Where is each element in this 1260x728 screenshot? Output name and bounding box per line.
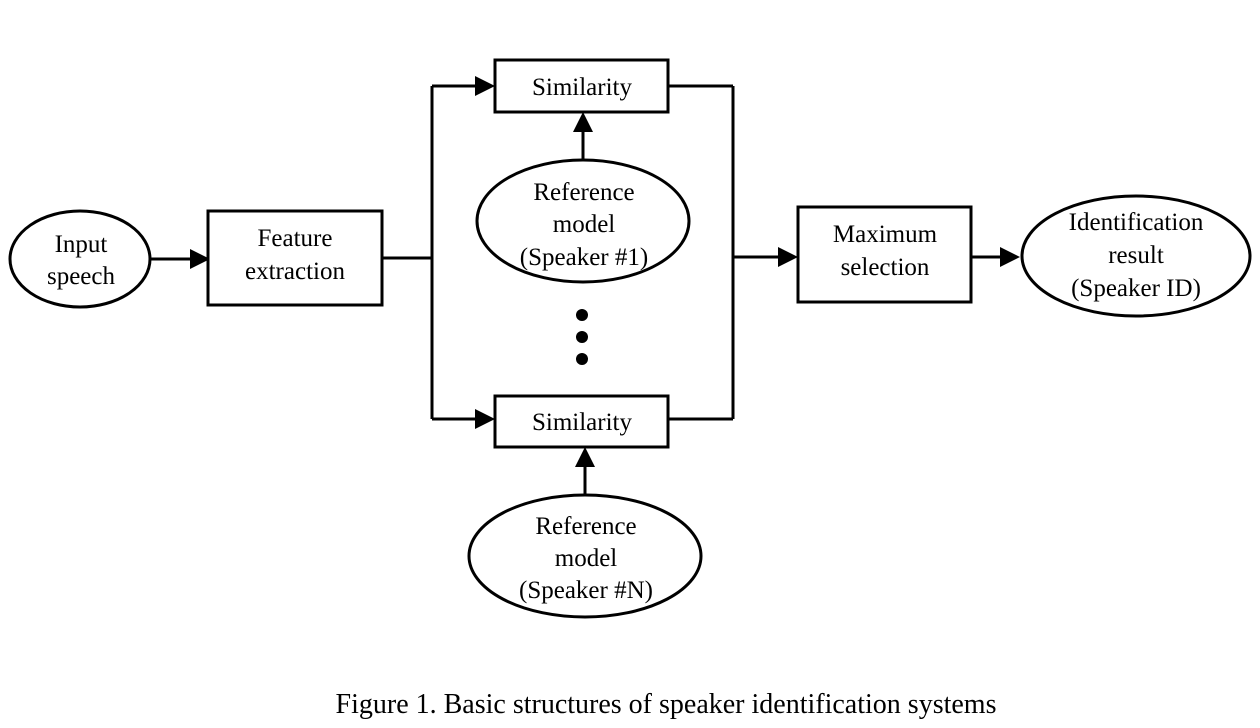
input-speech-node: Input speech	[8, 209, 152, 309]
similarity-n-label: Similarity	[532, 409, 633, 436]
maximum-selection-label-line2: selection	[841, 254, 930, 281]
reference-model-1-node: Reference model (Speaker #1)	[475, 158, 691, 284]
branch-connector-left	[382, 76, 495, 429]
reference-model-n-label-line1: Reference	[535, 513, 636, 540]
identification-result-node: Identification result (Speaker ID)	[1020, 194, 1252, 318]
maximum-selection-node: Maximum selection	[796, 205, 973, 304]
feature-extraction-label-line2: extraction	[245, 258, 345, 285]
arrow-ref1-to-similarity1	[573, 112, 593, 160]
input-speech-label-line1: Input	[55, 231, 108, 258]
reference-model-n-node: Reference model (Speaker #N)	[467, 493, 703, 619]
identification-result-label-line1: Identification	[1069, 209, 1204, 236]
ellipsis-dots	[576, 309, 588, 365]
reference-model-n-label-line3: (Speaker #N)	[519, 577, 653, 604]
reference-model-1-label-line3: (Speaker #1)	[520, 244, 648, 271]
arrow-maxsel-to-result	[971, 247, 1020, 267]
arrow-input-to-feature	[150, 249, 210, 269]
similarity-node-1: Similarity	[493, 58, 670, 114]
input-speech-label-line2: speech	[47, 263, 116, 290]
maximum-selection-label-line1: Maximum	[833, 221, 938, 248]
identification-result-label-line3: (Speaker ID)	[1071, 275, 1201, 302]
identification-result-label-line2: result	[1108, 242, 1164, 269]
feature-extraction-node: Feature extraction	[206, 209, 384, 307]
merge-connector-right	[668, 84, 798, 421]
reference-model-1-label-line1: Reference	[533, 179, 634, 206]
feature-extraction-label-line1: Feature	[258, 225, 333, 252]
arrow-refn-to-similarityn	[575, 447, 595, 495]
reference-model-n-label-line2: model	[555, 545, 618, 572]
figure-caption: Figure 1. Basic structures of speaker id…	[335, 689, 997, 720]
similarity-node-n: Similarity	[493, 394, 670, 449]
similarity-1-label: Similarity	[532, 74, 633, 101]
reference-model-1-label-line2: model	[553, 211, 616, 238]
